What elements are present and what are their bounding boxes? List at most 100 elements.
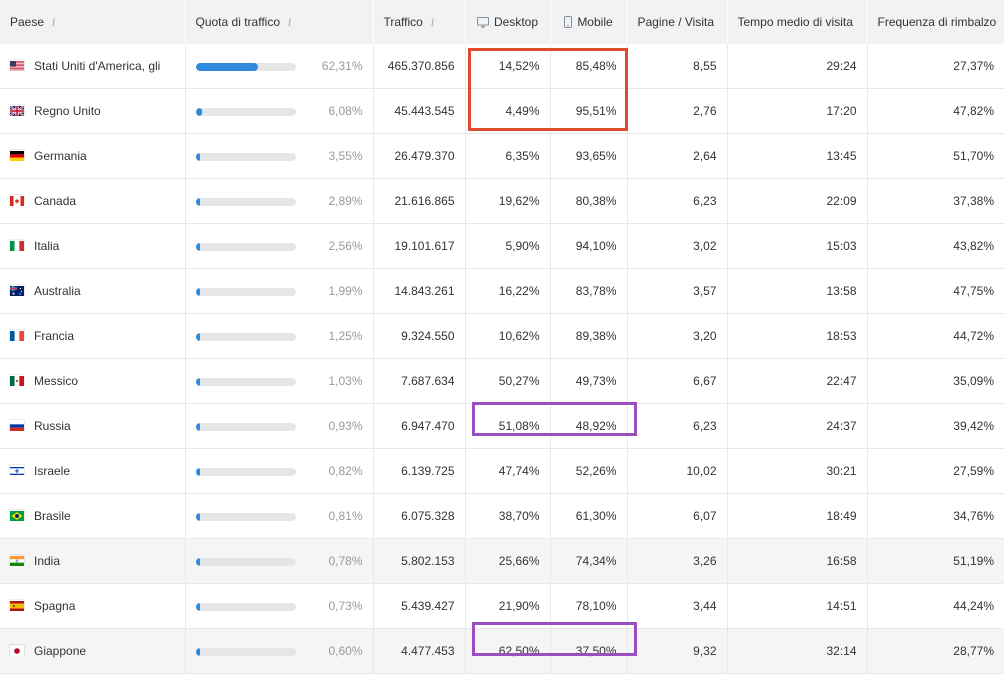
bounce-rate-cell: 43,82% xyxy=(867,223,1004,269)
avg-visit-time-cell: 22:09 xyxy=(727,178,868,224)
info-icon[interactable]: i xyxy=(288,16,292,29)
pages-per-visit-cell: 3,44 xyxy=(627,583,728,629)
country-name[interactable]: Canada xyxy=(34,194,77,208)
country-name[interactable]: Regno Unito xyxy=(34,104,101,118)
traffic-share-bar-fill xyxy=(195,152,200,161)
pages-per-visit-cell: 3,20 xyxy=(627,313,728,359)
bounce-rate-cell: 47,82% xyxy=(867,88,1004,134)
col-header-desktop[interactable]: Desktop xyxy=(465,0,551,44)
table-row[interactable]: Regno Unito 6,08% 45.443.545 4,49% 95,51… xyxy=(0,88,1004,134)
traffic-share-cell: 0,73% xyxy=(185,583,374,629)
traffic-share-value: 0,82% xyxy=(328,464,363,478)
info-icon[interactable]: i xyxy=(430,16,435,29)
col-header-bounce[interactable]: Frequenza di rimbalzo xyxy=(867,0,1004,44)
traffic-cell: 14.843.261 xyxy=(373,268,466,314)
traffic-share-bar-fill xyxy=(195,422,200,431)
table-row[interactable]: Francia 1,25% 9.324.550 10,62% 89,38% 3,… xyxy=(0,313,1004,359)
country-name[interactable]: Italia xyxy=(34,239,60,253)
table-row[interactable]: Russia 0,93% 6.947.470 51,08% 48,92% 6,2… xyxy=(0,403,1004,449)
col-header-country[interactable]: Paese i xyxy=(0,0,186,44)
country-name[interactable]: Giappone xyxy=(34,644,87,658)
desktop-cell: 10,62% xyxy=(465,313,551,359)
traffic-share-bar-fill xyxy=(195,512,200,521)
country-name[interactable]: Messico xyxy=(34,374,79,388)
traffic-share-value: 1,99% xyxy=(328,284,363,298)
table-row[interactable]: Israele 0,82% 6.139.725 47,74% 52,26% 10… xyxy=(0,448,1004,494)
flag-icon xyxy=(10,375,24,386)
table-row[interactable]: Spagna 0,73% 5.439.427 21,90% 78,10% 3,4… xyxy=(0,583,1004,629)
mobile-cell: 48,92% xyxy=(550,403,628,449)
pages-per-visit-cell: 10,02 xyxy=(627,448,728,494)
table-row[interactable]: Australia 1,99% 14.843.261 16,22% 83,78%… xyxy=(0,268,1004,314)
mobile-cell: 83,78% xyxy=(550,268,628,314)
traffic-cell: 6.947.470 xyxy=(373,403,466,449)
traffic-cell: 5.802.153 xyxy=(373,538,466,584)
traffic-share-value: 62,31% xyxy=(321,59,363,73)
traffic-share-cell: 0,93% xyxy=(185,403,374,449)
traffic-share-cell: 0,60% xyxy=(185,628,374,674)
pages-per-visit-cell: 3,02 xyxy=(627,223,728,269)
traffic-share-bar-fill xyxy=(195,62,258,71)
traffic-share-cell: 2,56% xyxy=(185,223,374,269)
bounce-rate-cell: 44,24% xyxy=(867,583,1004,629)
country-name[interactable]: Russia xyxy=(34,419,71,433)
mobile-cell: 89,38% xyxy=(550,313,628,359)
flag-icon xyxy=(10,420,24,431)
col-header-traffic[interactable]: Traffico i xyxy=(373,0,466,44)
country-name[interactable]: Stati Uniti d'America, gli xyxy=(34,59,161,73)
col-header-share[interactable]: Quota di traffico i xyxy=(185,0,374,44)
traffic-share-value: 0,73% xyxy=(328,599,363,613)
avg-visit-time-cell: 18:49 xyxy=(727,493,868,539)
mobile-icon xyxy=(564,16,573,28)
bounce-rate-cell: 35,09% xyxy=(867,358,1004,404)
mobile-cell: 74,34% xyxy=(550,538,628,584)
pages-per-visit-cell: 6,67 xyxy=(627,358,728,404)
info-icon[interactable]: i xyxy=(52,16,56,29)
col-header-mobile[interactable]: Mobile xyxy=(550,0,628,44)
bounce-rate-cell: 27,37% xyxy=(867,44,1004,89)
country-name[interactable]: Brasile xyxy=(34,509,71,523)
traffic-share-cell: 1,25% xyxy=(185,313,374,359)
avg-visit-time-cell: 30:21 xyxy=(727,448,868,494)
traffic-share-value: 2,89% xyxy=(328,194,363,208)
table-row[interactable]: Italia 2,56% 19.101.617 5,90% 94,10% 3,0… xyxy=(0,223,1004,269)
table-row[interactable]: India 0,78% 5.802.153 25,66% 74,34% 3,26… xyxy=(0,538,1004,584)
country-name[interactable]: Francia xyxy=(34,329,75,343)
country-name[interactable]: Australia xyxy=(34,284,81,298)
traffic-share-bar xyxy=(195,152,296,161)
table-row[interactable]: Brasile 0,81% 6.075.328 38,70% 61,30% 6,… xyxy=(0,493,1004,539)
country-name[interactable]: India xyxy=(34,554,61,568)
traffic-share-bar-fill xyxy=(195,242,200,251)
table-row[interactable]: Messico 1,03% 7.687.634 50,27% 49,73% 6,… xyxy=(0,358,1004,404)
country-name[interactable]: Israele xyxy=(34,464,71,478)
pages-per-visit-cell: 6,07 xyxy=(627,493,728,539)
mobile-cell: 94,10% xyxy=(550,223,628,269)
desktop-cell: 5,90% xyxy=(465,223,551,269)
table-row[interactable]: Canada 2,89% 21.616.865 19,62% 80,38% 6,… xyxy=(0,178,1004,224)
table-row[interactable]: Stati Uniti d'America, gli 62,31% 465.37… xyxy=(0,44,1004,89)
traffic-share-bar-fill xyxy=(195,287,200,296)
traffic-share-bar-fill xyxy=(195,647,200,656)
table-row[interactable]: Germania 3,55% 26.479.370 6,35% 93,65% 2… xyxy=(0,133,1004,179)
avg-visit-time-cell: 16:58 xyxy=(727,538,868,584)
traffic-share-value: 0,60% xyxy=(328,644,363,658)
col-header-pages[interactable]: Pagine / Visita xyxy=(627,0,728,44)
traffic-share-bar xyxy=(195,62,296,71)
desktop-cell: 14,52% xyxy=(465,44,551,89)
traffic-share-bar xyxy=(195,422,296,431)
mobile-cell: 61,30% xyxy=(550,493,628,539)
bounce-rate-cell: 51,19% xyxy=(867,538,1004,584)
flag-icon xyxy=(10,240,24,251)
desktop-cell: 38,70% xyxy=(465,493,551,539)
col-header-time[interactable]: Tempo medio di visita xyxy=(727,0,868,44)
traffic-share-bar xyxy=(195,287,296,296)
traffic-share-bar xyxy=(195,107,296,116)
avg-visit-time-cell: 22:47 xyxy=(727,358,868,404)
table-row[interactable]: Giappone 0,60% 4.477.453 62,50% 37,50% 9… xyxy=(0,628,1004,674)
traffic-share-bar xyxy=(195,467,296,476)
country-name[interactable]: Spagna xyxy=(34,599,76,613)
traffic-share-value: 0,78% xyxy=(328,554,363,568)
bounce-rate-cell: 28,77% xyxy=(867,628,1004,674)
country-name[interactable]: Germania xyxy=(34,149,87,163)
